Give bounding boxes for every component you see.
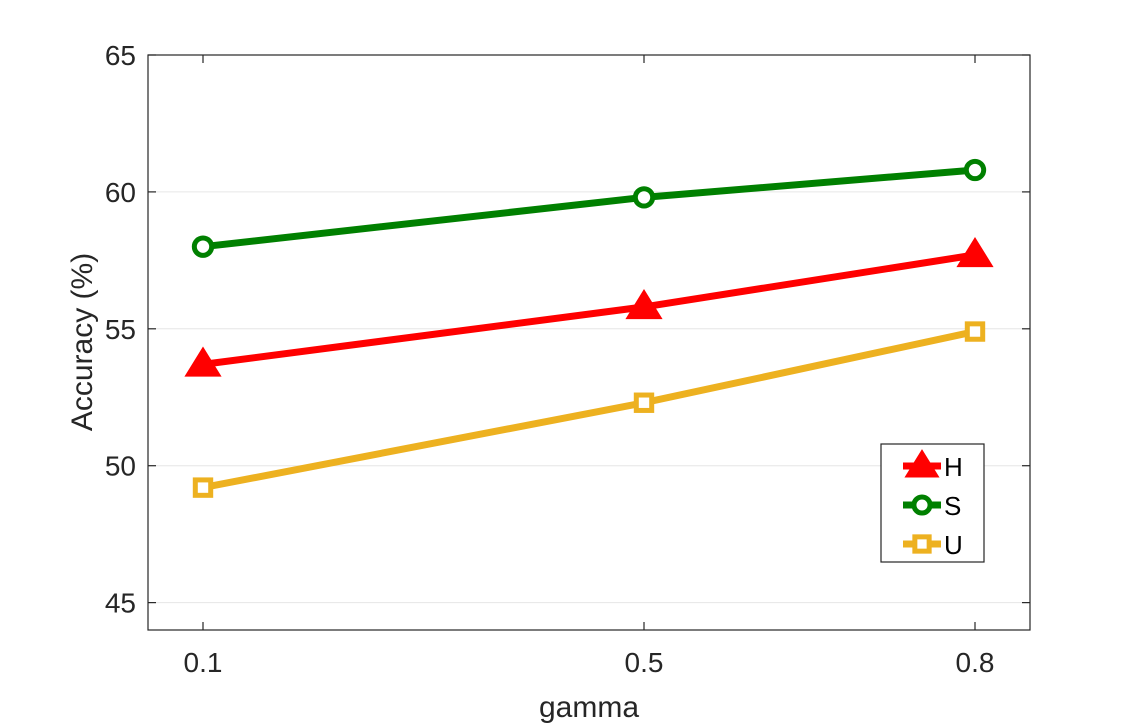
legend-label: U bbox=[944, 530, 963, 560]
gridlines bbox=[148, 191, 1030, 604]
data-point bbox=[191, 235, 215, 258]
legend-item: S bbox=[903, 491, 961, 521]
x-axis: 0.1 0.5 0.8 bbox=[184, 55, 995, 678]
x-tick-label: 0.8 bbox=[956, 647, 995, 678]
legend-label: H bbox=[944, 452, 963, 482]
data-point bbox=[963, 158, 987, 182]
y-axis-label: Accuracy (%) bbox=[66, 253, 99, 431]
y-tick-label: 60 bbox=[105, 177, 136, 208]
y-tick-label: 45 bbox=[105, 588, 136, 619]
x-axis-label: gamma bbox=[539, 691, 639, 724]
data-point bbox=[964, 321, 986, 342]
x-tick-label: 0.5 bbox=[625, 647, 664, 678]
data-point bbox=[633, 392, 655, 413]
legend-item: U bbox=[903, 530, 963, 560]
x-tick-label: 0.1 bbox=[184, 647, 223, 678]
data-point bbox=[192, 477, 214, 498]
series-U bbox=[192, 321, 986, 498]
legend-item: H bbox=[903, 449, 963, 482]
y-axis: 45 50 55 60 65 bbox=[105, 40, 1030, 619]
data-point bbox=[184, 346, 222, 377]
series-H bbox=[184, 236, 994, 377]
series-group bbox=[184, 158, 994, 498]
y-tick-label: 50 bbox=[105, 451, 136, 482]
y-tick-label: 65 bbox=[105, 40, 136, 71]
legend-label: S bbox=[944, 491, 961, 521]
data-point bbox=[956, 236, 994, 268]
plot-frame bbox=[147, 54, 1031, 631]
legend-marker bbox=[904, 449, 940, 478]
legend-marker bbox=[912, 534, 932, 554]
y-tick-label: 55 bbox=[105, 314, 136, 345]
series-S bbox=[191, 158, 987, 258]
data-point bbox=[625, 289, 663, 320]
legend-marker bbox=[911, 494, 933, 516]
data-point bbox=[632, 186, 656, 209]
legend: HSU bbox=[880, 443, 985, 563]
